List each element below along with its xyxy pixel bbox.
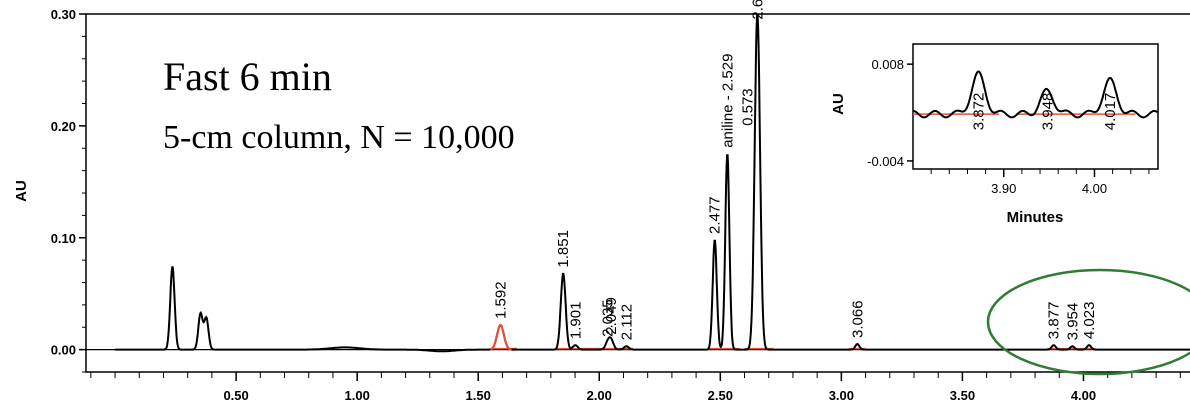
inset-y-tick-label: 0.008 [871,57,904,72]
peak-label: 1.901 [567,302,584,340]
y-tick-label: 0.30 [51,7,76,22]
chromatogram-trace [115,14,1190,353]
inset-y-axis-title: AU [830,93,847,115]
highlighted-peak-1592 [489,323,512,351]
peak-label: 4.023 [1081,302,1098,340]
inset-x-axis-title: Minutes [1007,209,1064,226]
y-tick-label: 0.10 [51,231,76,246]
chart-title: Fast 6 min [163,54,332,99]
y-tick-label: 0.20 [51,119,76,134]
peak-label: 2.049 [603,297,620,335]
peak-label: aniline - 2.529 [719,54,736,148]
x-tick-label: 0.50 [223,388,248,403]
peak-label: 3.954 [1064,303,1081,341]
x-tick-label: 4.00 [1071,388,1096,403]
peak-label: 2.035 [600,299,617,337]
x-tick-label: 3.00 [829,388,854,403]
peak-label: 2.112 [618,304,635,340]
peak-label: 3.877 [1046,302,1063,340]
chart-subtitle: 5-cm column, N = 10,000 [163,119,515,156]
y-tick-label: 0.00 [51,343,76,358]
inset-peak-label: 3.872 [970,93,987,131]
x-tick-label: 2.50 [708,388,733,403]
overlapping-peak-label: 0.573 [739,88,756,126]
peak-label: 1.851 [555,230,572,268]
peak-label: 2.653 [749,0,766,20]
x-tick-label: 3.50 [950,388,975,403]
peak-label: 1.592 [493,281,510,319]
inset-trace [912,70,1159,119]
highlight-ellipse [986,268,1190,376]
x-tick-label: 1.50 [466,388,491,403]
inset-x-tick-label: 3.90 [991,181,1016,196]
inset-peak-label: 4.017 [1102,93,1119,131]
inset-x-tick-label: 4.00 [1082,181,1107,196]
inset-background [848,40,1160,236]
x-tick-label: 1.00 [345,388,370,403]
inset-axes: 0.008 -0.004 3.90 4.00 [867,43,1159,196]
inset-frame [912,43,1159,170]
peak-label: 2.477 [707,196,724,234]
y-axis-title: AU [13,180,30,202]
inset-peak-label: 3.948 [1039,93,1056,131]
inset-peak-labels: 3.872 3.948 4.017 [970,93,1119,131]
x-tick-label: 2.00 [587,388,612,403]
inset-y-tick-label: -0.004 [867,154,904,169]
peak-label: 3.066 [849,300,866,338]
